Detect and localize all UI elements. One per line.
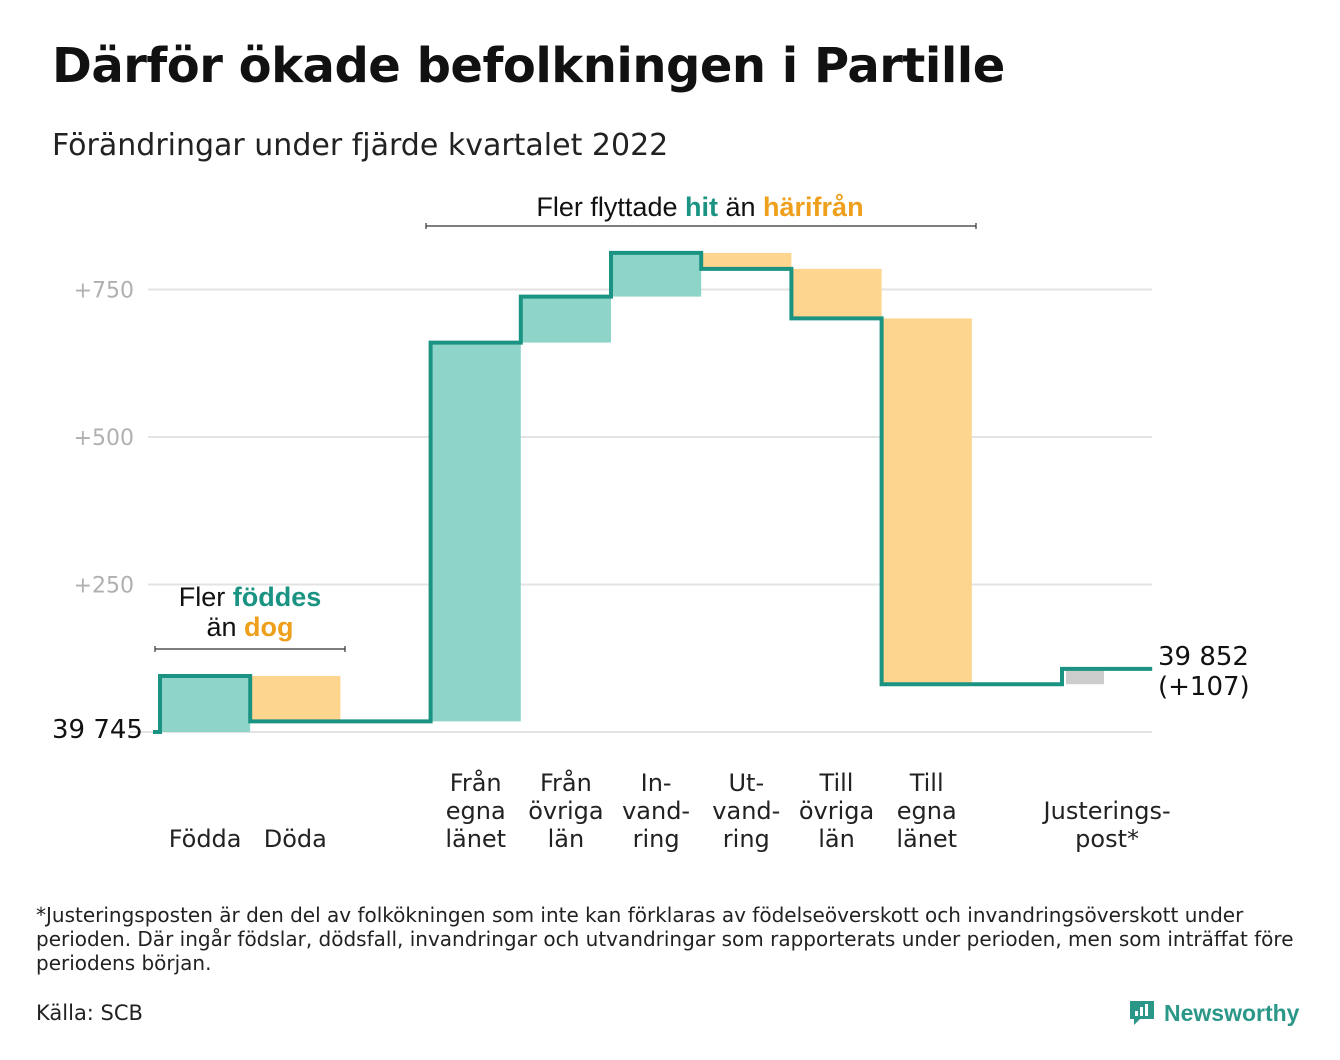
category-label: län bbox=[548, 825, 585, 853]
bars bbox=[160, 252, 1104, 732]
y-tick-label: +500 bbox=[74, 426, 134, 451]
brand-name: Newsworthy bbox=[1164, 999, 1300, 1026]
annotation-part: Fler bbox=[179, 582, 233, 612]
annotation-bracket-migration bbox=[425, 223, 977, 229]
category-label: Justerings- bbox=[1042, 797, 1171, 825]
category-label: In- bbox=[641, 769, 672, 797]
category-label: vand- bbox=[622, 797, 690, 825]
y-tick-label: +750 bbox=[74, 279, 134, 304]
category-label: Döda bbox=[264, 825, 327, 853]
chart-subtitle: Förändringar under fjärde kvartalet 2022 bbox=[52, 128, 669, 163]
category-label: övriga bbox=[528, 797, 603, 825]
category-label: ring bbox=[633, 825, 680, 853]
footnote: *Justeringsposten är den del av folkökni… bbox=[36, 903, 1294, 975]
annotation-migration-line: Fler flyttade hit än härifrån bbox=[536, 192, 863, 222]
chart-title: Därför ökade befolkningen i Partille bbox=[52, 38, 1005, 94]
bar-increase bbox=[160, 675, 251, 732]
newsworthy-logo-icon bbox=[1130, 1001, 1154, 1025]
category-label: Till bbox=[909, 769, 944, 797]
category-label: Till bbox=[819, 769, 854, 797]
annotation-bracket-births bbox=[154, 646, 346, 652]
annotation-part: än bbox=[206, 612, 244, 642]
category-label: länet bbox=[445, 825, 506, 853]
y-tick-label: +250 bbox=[74, 574, 134, 599]
annotation-part: föddes bbox=[233, 582, 322, 612]
category-label: ring bbox=[723, 825, 770, 853]
bar-decrease bbox=[791, 268, 882, 319]
category-label: övriga bbox=[799, 797, 874, 825]
category-label: Födda bbox=[169, 825, 242, 853]
bar-adjustment bbox=[1066, 668, 1104, 685]
annotation-births-deaths: Fler föddes än dog bbox=[154, 582, 346, 652]
end-value-label: 39 852 bbox=[1158, 642, 1249, 672]
category-label: Från bbox=[450, 768, 502, 797]
category-label: Ut- bbox=[728, 769, 764, 797]
waterfall-chart: +250+500+750 Födda DödaFrånegnalänetFrånö… bbox=[52, 192, 1250, 853]
annotation-births-line2: än dog bbox=[206, 612, 293, 642]
bar-increase bbox=[611, 252, 702, 297]
annotation-births-line1: Fler föddes bbox=[179, 582, 322, 612]
end-change-label: (+107) bbox=[1158, 672, 1250, 702]
bar-increase bbox=[520, 296, 611, 343]
bar-decrease bbox=[881, 318, 972, 685]
category-labels: Födda DödaFrånegnalänetFrånövrigalänIn-va… bbox=[169, 768, 1171, 853]
category-label: egna bbox=[897, 797, 957, 825]
gridlines bbox=[130, 288, 1152, 733]
annotation-part: än bbox=[718, 192, 763, 222]
annotation-part: Fler flyttade bbox=[536, 192, 685, 222]
category-label: länet bbox=[896, 825, 957, 853]
category-label: vand- bbox=[712, 797, 780, 825]
annotation-part: härifrån bbox=[763, 192, 864, 222]
brand-logo: Newsworthy bbox=[1128, 996, 1299, 1030]
category-label: Från bbox=[540, 768, 592, 797]
bar-increase bbox=[430, 342, 521, 722]
bar-decrease bbox=[250, 675, 341, 722]
source-label: Källa: SCB bbox=[36, 1001, 143, 1025]
category-label: post* bbox=[1075, 825, 1139, 853]
category-label: län bbox=[818, 825, 855, 853]
bar-decrease bbox=[701, 252, 792, 269]
annotation-part: dog bbox=[244, 612, 293, 642]
population-step-line bbox=[153, 250, 1153, 734]
annotation-part: hit bbox=[685, 192, 718, 222]
annotation-migration: Fler flyttade hit än härifrån bbox=[425, 192, 977, 229]
y-axis-ticks: +250 +500 +750 bbox=[74, 279, 134, 599]
start-value-label: 39 745 bbox=[52, 715, 143, 745]
category-label: egna bbox=[446, 797, 506, 825]
